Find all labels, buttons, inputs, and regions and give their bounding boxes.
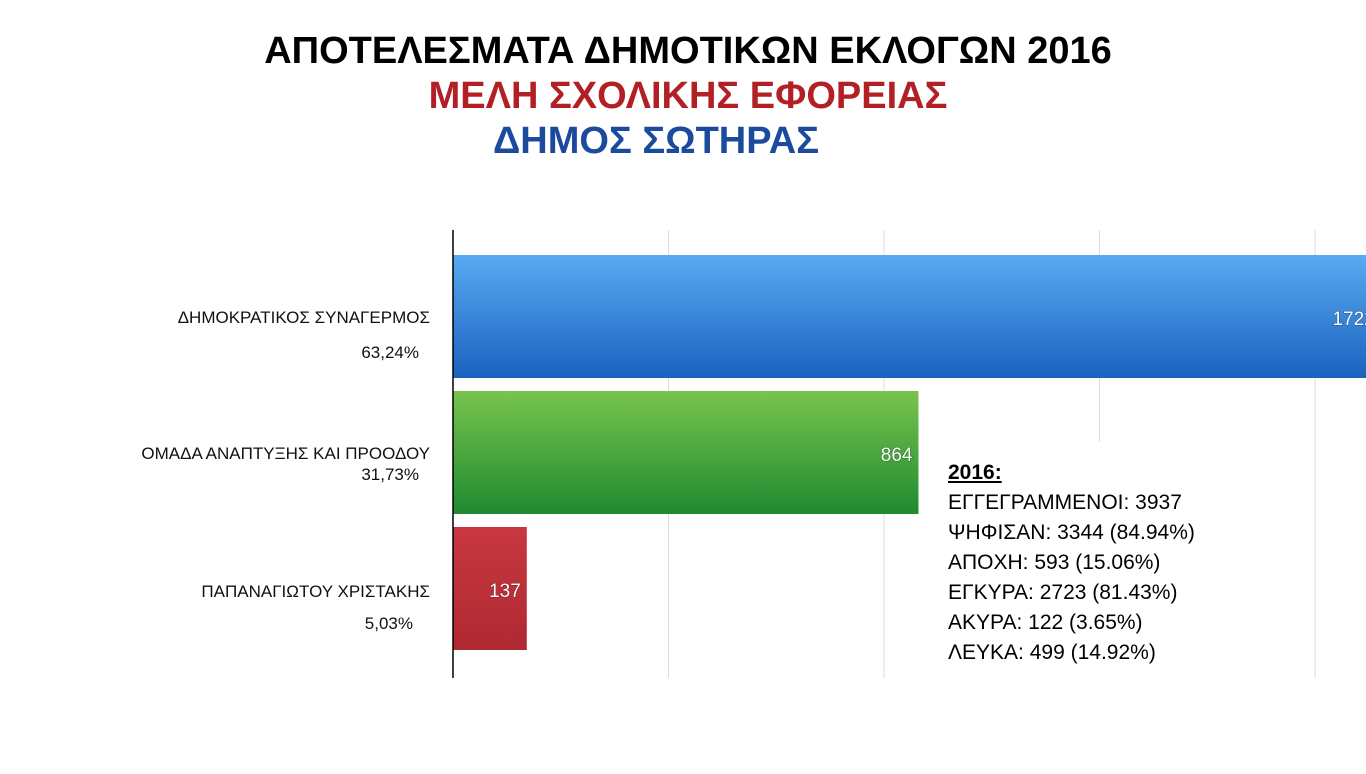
stats-blank: ΛΕΥΚΑ: 499 (14.92%) (948, 641, 1156, 664)
stats-registered: ΕΓΓΕΓΡΑΜΜΕΝΟΙ: 3937 (948, 491, 1182, 514)
category-label-3: ΠΑΠΑΝΑΓΙΩΤΟΥ ΧΡΙΣΤΑΚΗΣ (201, 582, 430, 601)
stats-valid: ΕΓΚΥΡΑ: 2723 (81.43%) (948, 581, 1178, 604)
value-label-3: 137 (489, 581, 521, 602)
percent-label-1: 63,24% (361, 343, 419, 362)
value-label-2: 864 (881, 445, 913, 466)
category-label-1: ΔΗΜΟΚΡΑΤΙΚΟΣ ΣΥΝΑΓΕΡΜΟΣ (178, 308, 430, 327)
bar-3 (453, 527, 527, 650)
value-label-1: 1722 (1332, 309, 1366, 330)
title-block: ΑΠΟΤΕΛΕΣΜΑΤΑ ΔΗΜΟΤΙΚΩΝ ΕΚΛΟΓΩΝ 2016 ΜΕΛΗ… (0, 28, 1366, 164)
percent-label-2: 31,73% (361, 465, 419, 484)
chart-title: ΑΠΟΤΕΛΕΣΜΑΤΑ ΔΗΜΟΤΙΚΩΝ ΕΚΛΟΓΩΝ 2016 (264, 30, 1112, 72)
chart-subtitle: ΜΕΛΗ ΣΧΟΛΙΚΗΣ ΕΦΟΡΕΙΑΣ (428, 75, 948, 117)
bar-1 (453, 255, 1366, 378)
stats-box: 2016: ΕΓΓΕΓΡΑΜΜΕΝΟΙ: 3937 ΨΗΦΙΣΑΝ: 3344 … (948, 458, 1195, 668)
chart-municipality: ΔΗΜΟΣ ΣΩΤΗΡΑΣ (492, 120, 820, 162)
category-label-2: ΟΜΑΔΑ ΑΝΑΠΤΥΞΗΣ ΚΑΙ ΠΡΟΟΔΟΥ (141, 444, 430, 463)
stats-heading: 2016: (948, 461, 1002, 484)
bar-2 (453, 391, 919, 514)
percent-label-3: 5,03% (365, 614, 413, 633)
stats-voted: ΨΗΦΙΣΑΝ: 3344 (84.94%) (948, 521, 1195, 544)
stats-invalid: ΑΚΥΡΑ: 122 (3.65%) (948, 611, 1143, 634)
stats-abstention: ΑΠΟΧΗ: 593 (15.06%) (948, 551, 1161, 574)
